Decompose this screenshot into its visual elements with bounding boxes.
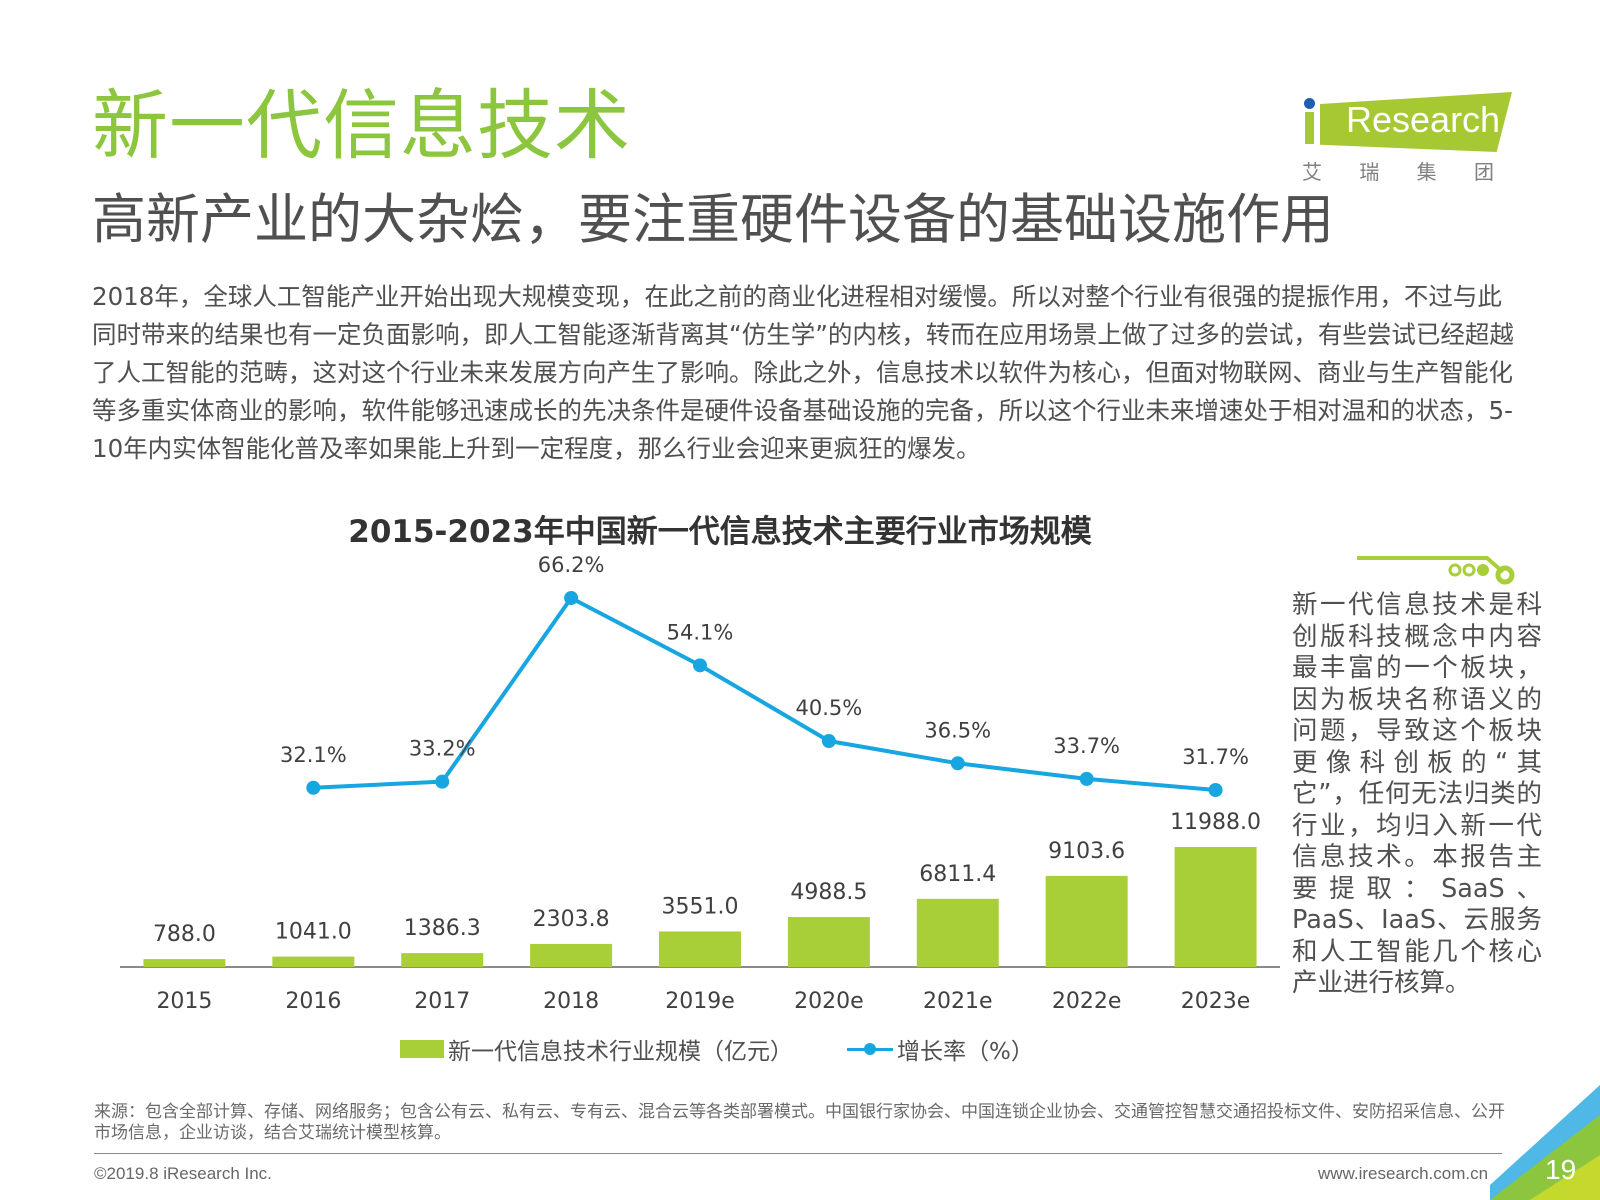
chart-legend: 新一代信息技术行业规模（亿元） 增长率（%）	[400, 1032, 1034, 1066]
growth-value-label: 40.5%	[796, 696, 863, 720]
iresearch-logo: Research 艾 瑞 集 团	[1300, 86, 1520, 186]
growth-value-label: 31.7%	[1182, 745, 1249, 769]
growth-rate-line	[313, 596, 1216, 792]
growth-value-label: 33.7%	[1053, 734, 1120, 758]
growth-point-2020e	[821, 734, 836, 749]
corner-decoration	[1490, 1085, 1600, 1200]
body-paragraph: 2018年，全球人工智能产业开始出现大规模变现，在此之前的商业化进程相对缓慢。所…	[92, 282, 1514, 463]
x-tick-label: 2020e	[794, 989, 864, 1010]
x-tick-label: 2021e	[923, 989, 993, 1010]
website-link[interactable]: www.iresearch.com.cn	[1318, 1164, 1489, 1183]
x-tick-label: 2023e	[1181, 989, 1251, 1010]
combo-chart: 788.0 2015 1041.0 2016 1386.3 2017 2303.8 2018 3…	[120, 553, 1280, 1010]
page-subtitle: 高新产业的大杂烩，要注重硬件设备的基础设施作用	[92, 188, 1334, 251]
bar-2015	[143, 959, 226, 967]
legend-bar-label: 新一代信息技术行业规模（亿元）	[448, 1039, 793, 1065]
bar-value-label: 4988.5	[790, 880, 867, 905]
bar-value-label: 788.0	[153, 922, 216, 947]
growth-point-2016	[306, 780, 321, 795]
bar-2019e	[659, 931, 741, 967]
logo-chinese-name: 艾 瑞 集 团	[1302, 156, 1494, 185]
x-tick-label: 2018	[543, 989, 599, 1010]
logo-char: 艾	[1302, 160, 1322, 184]
circuit-decoration-icon	[1357, 556, 1515, 585]
growth-value-label: 66.2%	[538, 553, 605, 577]
growth-point-2019e	[693, 658, 707, 673]
bar-2021e	[916, 898, 999, 967]
x-tick-label: 2017	[414, 989, 470, 1010]
x-tick-label: 2019e	[665, 989, 735, 1010]
growth-value-label: 33.2%	[409, 737, 476, 761]
legend-line-marker-icon	[847, 1040, 893, 1058]
bar-2022e	[1045, 875, 1128, 967]
bar-value-label: 1041.0	[275, 920, 352, 945]
source-note: 来源：包含全部计算、存储、网络服务；包含公有云、私有云、专有云、混合云等各类部署…	[94, 1102, 1505, 1143]
bar-2018	[530, 943, 613, 967]
logo-char: 集	[1416, 160, 1437, 184]
growth-value-label: 54.1%	[667, 620, 734, 644]
bar-2016	[272, 956, 355, 967]
bar-value-label: 1386.3	[404, 916, 481, 941]
legend-bar-swatch	[400, 1040, 444, 1058]
growth-value-label: 36.5%	[924, 718, 991, 742]
growth-point-2023e	[1208, 783, 1223, 797]
bar-value-label: 11988.0	[1170, 810, 1261, 835]
bar-value-label: 9103.6	[1048, 839, 1125, 864]
growth-value-label: 32.1%	[280, 743, 347, 767]
copyright: ©2019.8 iResearch Inc.	[94, 1164, 272, 1183]
logo-char: 瑞	[1359, 160, 1380, 184]
bar-2023e	[1174, 847, 1257, 967]
growth-point-2018	[564, 591, 579, 605]
footer-divider	[94, 1153, 1502, 1154]
bar-2020e	[787, 917, 870, 967]
bar-value-label: 3551.0	[662, 894, 739, 919]
logo-char: 团	[1473, 160, 1494, 184]
logo-i-icon	[1302, 98, 1318, 144]
x-tick-label: 2022e	[1052, 989, 1122, 1010]
bar-2017	[401, 953, 484, 967]
growth-point-2021e	[950, 756, 965, 771]
growth-point-2022e	[1079, 771, 1094, 786]
x-tick-label: 2016	[285, 989, 341, 1010]
logo-wordmark: Research	[1346, 99, 1501, 140]
legend-line-label: 增长率（%）	[897, 1039, 1034, 1065]
chart-title: 2015-2023年中国新一代信息技术主要行业市场规模	[348, 514, 1092, 550]
page-title: 新一代信息技术	[92, 81, 631, 170]
side-note: 新一代信息技术是科创版科技概念中内容最丰富的一个板块，因为板块名称语义的问题，导…	[1292, 590, 1542, 998]
x-tick-label: 2015	[156, 989, 212, 1010]
bar-value-label: 2303.8	[533, 907, 610, 932]
bar-value-label: 6811.4	[919, 862, 996, 887]
growth-point-2017	[435, 774, 450, 789]
logo-banner: Research	[1320, 92, 1512, 152]
page-number: 19	[1545, 1154, 1577, 1185]
